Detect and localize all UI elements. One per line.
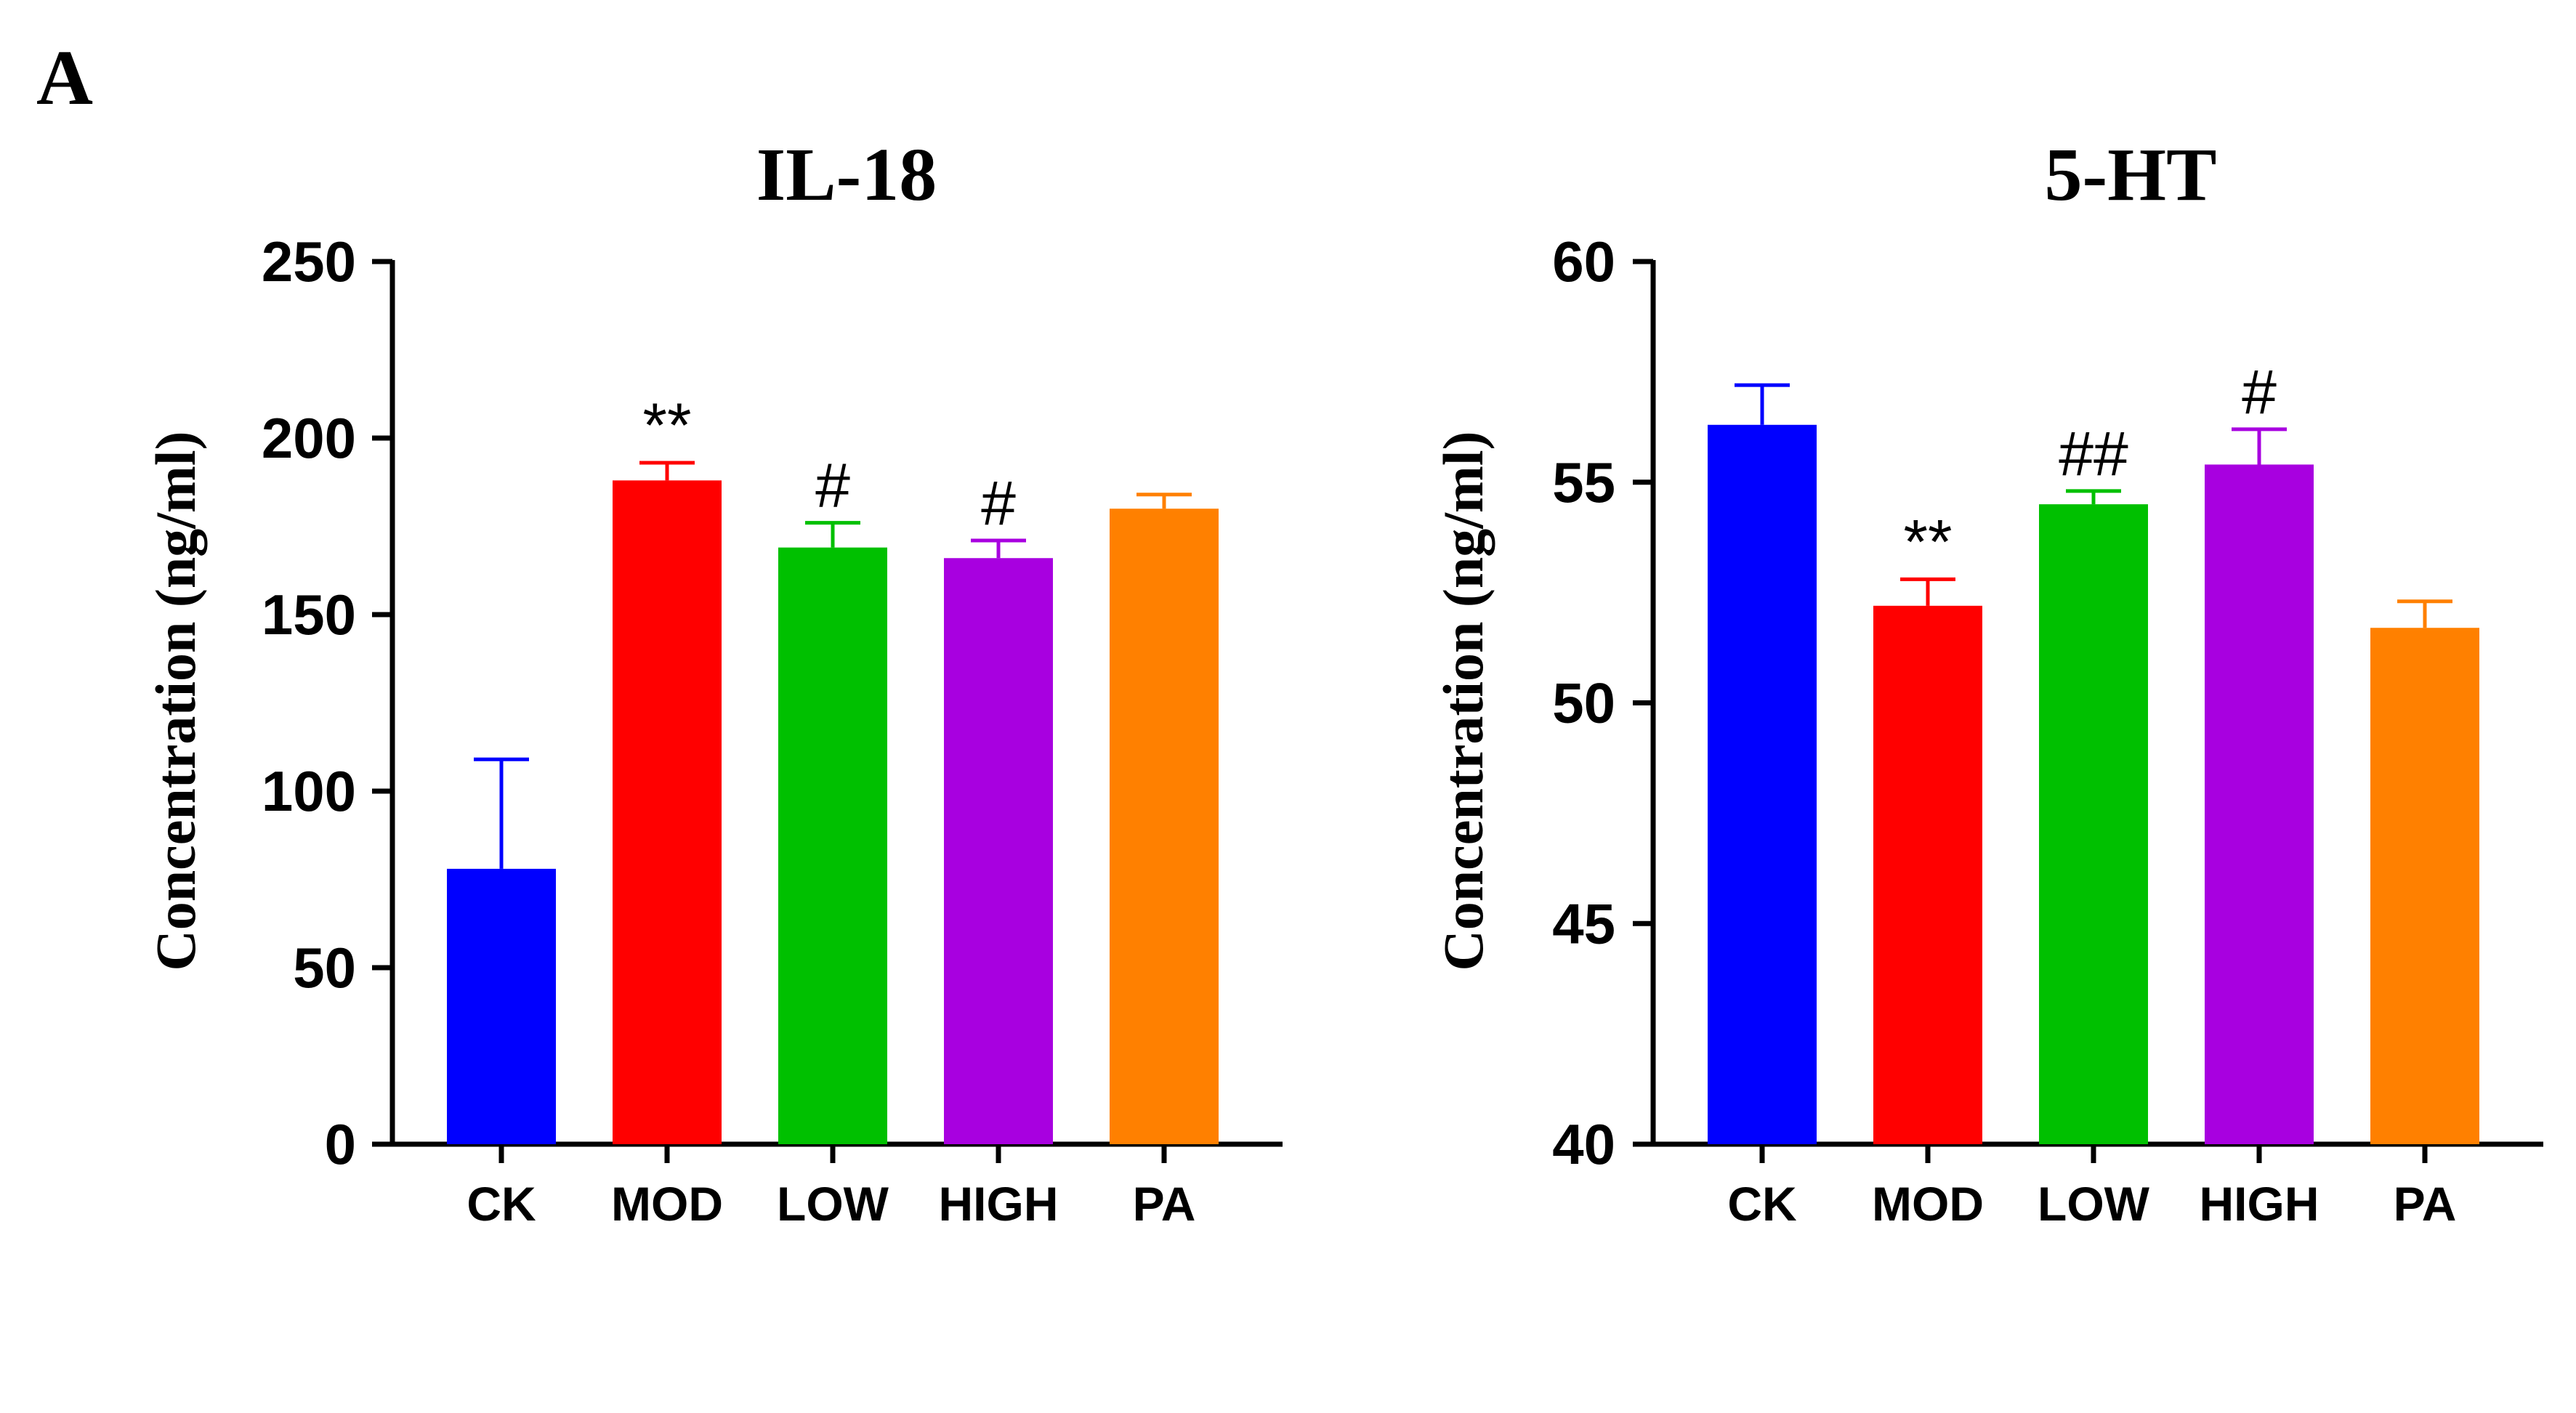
x-tick-label: CK	[467, 1177, 536, 1231]
bar-high	[944, 558, 1053, 1144]
x-tick-label: LOW	[2038, 1177, 2150, 1231]
x-tick-label: PA	[1133, 1177, 1196, 1231]
chart-il18: IL-18 Concentration (ng/ml) 0 50 100 150 200…	[144, 133, 1283, 1231]
y-tick-label: 50	[1552, 671, 1615, 735]
x-tick-label: LOW	[777, 1177, 889, 1231]
y-tick-label: 200	[262, 406, 356, 470]
chart-title: IL-18	[756, 133, 937, 216]
significance-label: #	[981, 469, 1016, 538]
x-tick-label: MOD	[1872, 1177, 1984, 1231]
y-tick-label: 55	[1552, 450, 1615, 514]
bar-low	[2039, 504, 2148, 1144]
panel-label: A	[36, 35, 93, 121]
bar-mod	[1873, 605, 1982, 1144]
chart-5ht: 5-HT Concentration (ng/ml) 40 45 50 55 60 CK *…	[1432, 133, 2543, 1231]
x-tick-label: CK	[1727, 1177, 1797, 1231]
bar-ck	[1708, 424, 1817, 1144]
y-tick-label: 60	[1552, 230, 1615, 293]
significance-label: #	[815, 451, 850, 521]
bar-pa	[2370, 628, 2479, 1144]
y-tick-label: 100	[262, 759, 356, 823]
y-axis-label: Concentration (ng/ml)	[144, 431, 207, 971]
significance-label: ##	[2059, 419, 2128, 489]
y-tick-label: 50	[293, 936, 356, 1000]
x-tick-label: MOD	[611, 1177, 723, 1231]
y-tick-label: 40	[1552, 1112, 1615, 1176]
significance-label: **	[1904, 507, 1953, 577]
y-tick-label: 250	[262, 230, 356, 293]
bar-low	[778, 547, 887, 1144]
significance-label: **	[643, 391, 692, 461]
x-tick-label: HIGH	[939, 1177, 1059, 1231]
bar-pa	[1110, 509, 1219, 1144]
bar-high	[2205, 464, 2314, 1144]
significance-label: #	[2242, 357, 2277, 427]
x-tick-label: PA	[2394, 1177, 2457, 1231]
y-tick-label: 45	[1552, 891, 1615, 955]
chart-title: 5-HT	[2045, 133, 2217, 216]
y-tick-label: 150	[262, 583, 356, 647]
y-tick-label: 0	[325, 1112, 356, 1176]
x-tick-label: HIGH	[2200, 1177, 2319, 1231]
bar-ck	[447, 868, 556, 1144]
bar-mod	[613, 480, 722, 1144]
y-axis-label: Concentration (ng/ml)	[1432, 431, 1495, 971]
